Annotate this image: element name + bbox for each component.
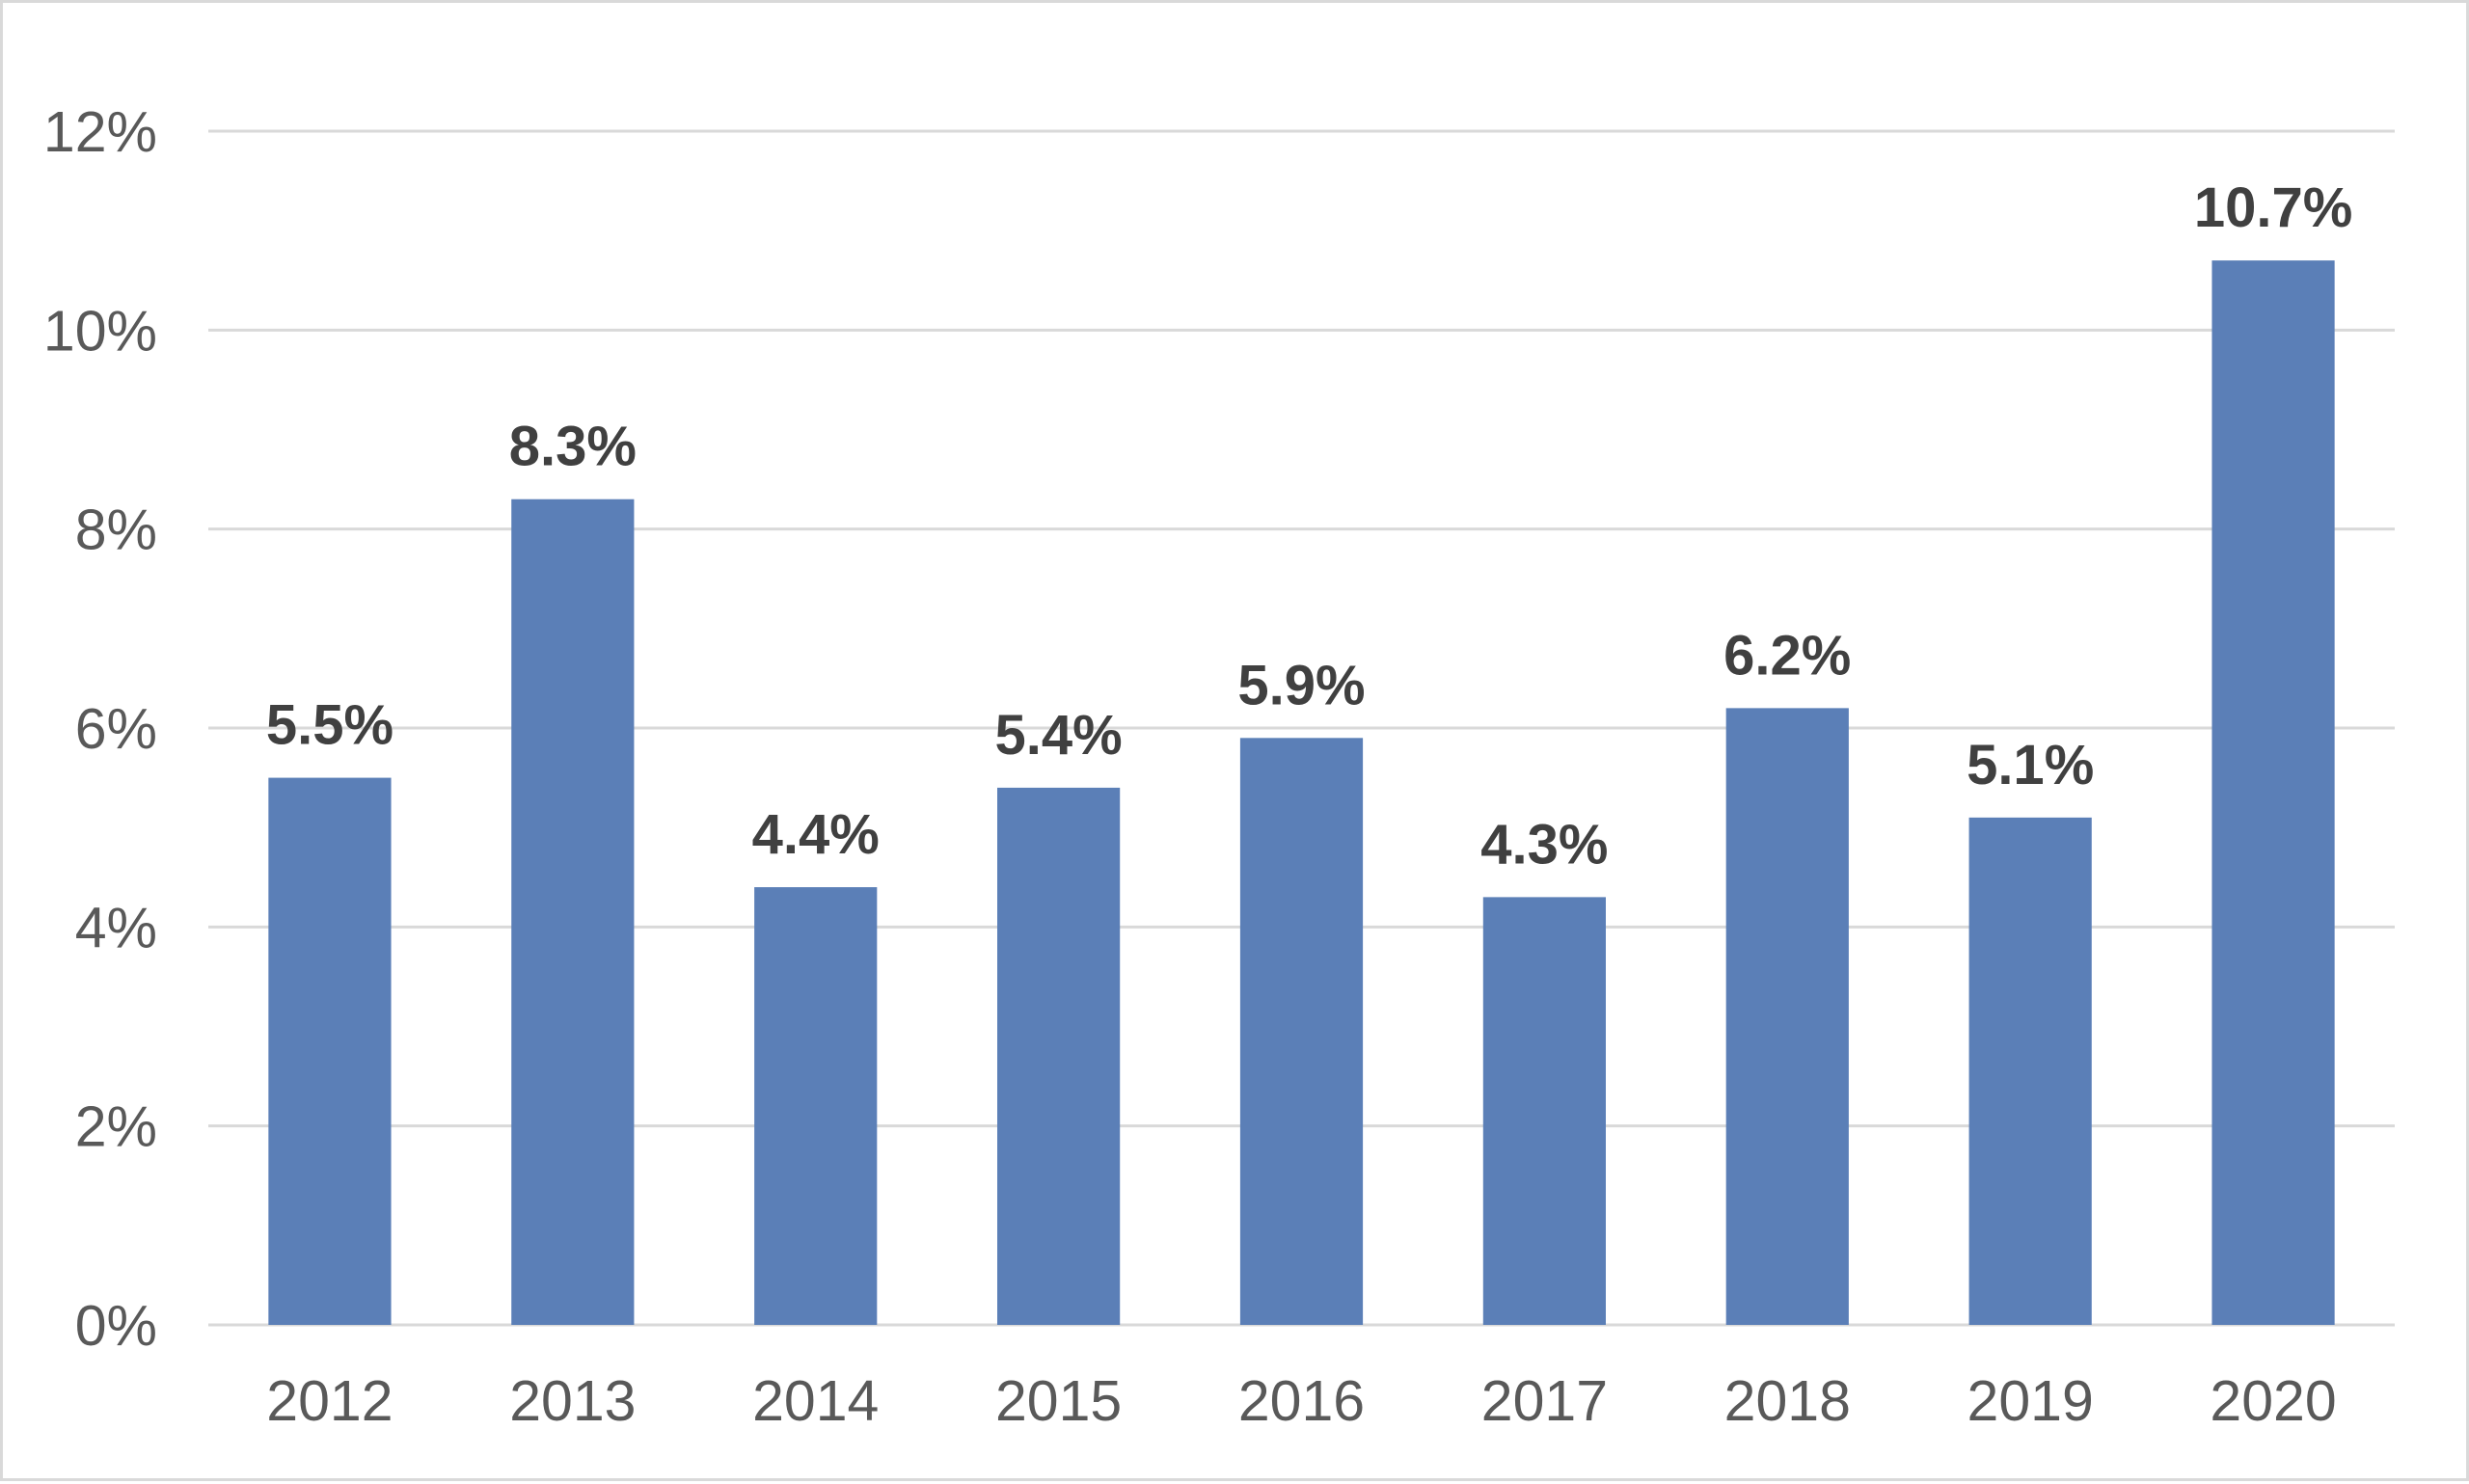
y-axis-tick-labels: 0% 2% 4% 6% 8% 10% 12% <box>43 100 157 1358</box>
x-tick-label: 2016 <box>1238 1369 1365 1433</box>
data-label: 5.9% <box>1237 654 1365 716</box>
y-tick-label: 12% <box>43 100 157 164</box>
bar-2016 <box>1239 738 1364 1325</box>
bar-2017 <box>1482 897 1606 1325</box>
bar-chart: 0%2%4%6%8%10%12% 2012 2013 2014 2015 2016 201… <box>43 100 2395 1433</box>
y-tick-label: 2% <box>75 1095 157 1159</box>
bar-2013 <box>511 499 635 1325</box>
bar-2012 <box>268 777 392 1325</box>
y-tick-label: 8% <box>75 499 157 562</box>
x-tick-label: 2012 <box>266 1369 393 1433</box>
x-tick-label: 2014 <box>752 1369 879 1433</box>
x-tick-label: 2018 <box>1724 1369 1851 1433</box>
data-label: 5.5% <box>266 694 393 757</box>
data-labels: 5.5% 8.3% 4.4% 5.4% 5.9% 4.3% 6.2% 5.1% 10.7% <box>266 176 2352 876</box>
x-tick-label: 2017 <box>1481 1369 1608 1433</box>
data-label: 10.7% <box>2194 176 2352 239</box>
y-tick-label: 4% <box>75 896 157 959</box>
y-tick-label: 10% <box>43 299 157 363</box>
data-label: 5.4% <box>995 704 1123 767</box>
data-label: 4.3% <box>1480 813 1608 876</box>
bar-2020 <box>2211 260 2335 1325</box>
x-tick-label: 2020 <box>2210 1369 2336 1433</box>
bar-2015 <box>997 787 1121 1325</box>
x-tick-label: 2015 <box>995 1369 1122 1433</box>
data-label: 5.1% <box>1967 734 2094 796</box>
x-axis-tick-labels: 2012 2013 2014 2015 2016 2017 2018 2019 2020 <box>266 1369 2336 1433</box>
data-label: 8.3% <box>509 416 637 478</box>
data-label: 4.4% <box>752 803 880 866</box>
bar-2019 <box>1968 817 2092 1325</box>
bar-2018 <box>1725 708 1849 1325</box>
y-tick-label: 0% <box>75 1294 157 1358</box>
x-tick-label: 2019 <box>1967 1369 2094 1433</box>
x-tick-label: 2013 <box>509 1369 636 1433</box>
bar-2014 <box>754 887 878 1325</box>
data-label: 6.2% <box>1723 624 1851 687</box>
bars <box>268 260 2335 1325</box>
y-tick-label: 6% <box>75 697 157 761</box>
